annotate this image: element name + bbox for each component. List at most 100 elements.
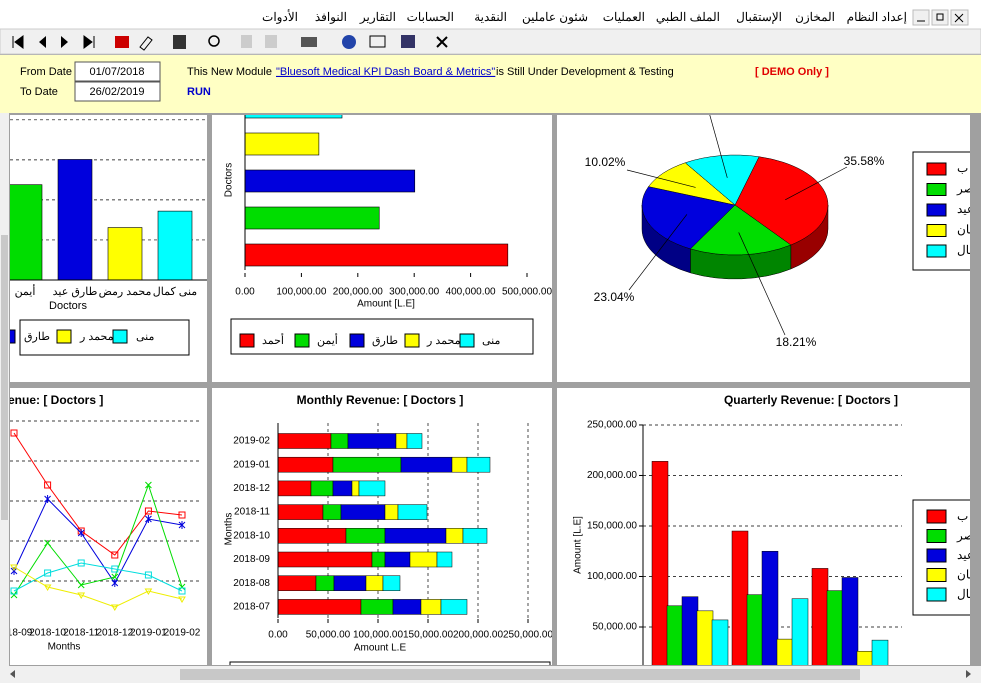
menu-item[interactable]: الملف الطبي — [656, 10, 720, 24]
bar — [826, 590, 844, 665]
y-tick-label: 2018-10 — [233, 530, 270, 541]
bar-segment — [351, 480, 360, 497]
legend-label: طارق — [372, 335, 398, 347]
print-button[interactable] — [301, 37, 317, 47]
x-tick-label: 2018-11 — [63, 628, 99, 639]
scroll-thumb[interactable] — [180, 669, 860, 680]
marker — [77, 529, 85, 537]
icon — [936, 13, 944, 21]
exit-button[interactable] — [115, 36, 129, 48]
menu-item[interactable]: شئون عاملين — [522, 10, 588, 24]
menu-item[interactable]: إعداد النظام — [847, 10, 907, 25]
bar — [731, 530, 749, 665]
x-axis-title: Amount L.E — [354, 643, 407, 654]
menu-item[interactable]: الأدوات — [262, 9, 298, 24]
help-button[interactable] — [342, 35, 356, 49]
restore-button[interactable] — [931, 9, 949, 26]
marker — [178, 511, 186, 519]
scroll-thumb[interactable] — [1, 235, 8, 520]
menu-item[interactable]: الإستقبال — [736, 10, 782, 25]
menu-item[interactable]: النوافذ — [315, 10, 347, 24]
run-button[interactable]: RUN — [187, 86, 211, 98]
legend-label: صر — [956, 529, 974, 543]
bar-segment — [332, 456, 402, 473]
save-button[interactable] — [173, 35, 186, 49]
erase-button[interactable] — [139, 36, 153, 51]
bar-segment — [277, 551, 373, 568]
marker — [178, 587, 186, 595]
marker — [44, 481, 52, 489]
window-button[interactable] — [369, 35, 386, 48]
bar-segment — [322, 504, 342, 520]
pie-slice — [734, 156, 829, 246]
marker — [111, 551, 119, 559]
marker — [110, 604, 119, 611]
chart-title: enue: [ Doctors ] — [8, 393, 103, 407]
bar-segment — [384, 528, 447, 544]
bar — [761, 550, 779, 665]
legend-label: عيد — [957, 202, 974, 216]
legend — [229, 661, 551, 665]
from-date-input[interactable] — [74, 61, 161, 82]
leader-line — [709, 115, 728, 178]
x-tick-label: 150,000.00 — [403, 630, 453, 641]
marker — [144, 507, 152, 515]
menu-item[interactable]: المخازن — [795, 10, 835, 24]
previous-button[interactable] — [39, 36, 46, 48]
line-series — [13, 566, 183, 608]
x-tick-label: 200,000.00 — [333, 287, 383, 298]
search-button[interactable] — [208, 35, 220, 47]
bar-segment — [384, 504, 399, 520]
first-record-button[interactable] — [12, 35, 24, 49]
y-tick-label: 2018-09 — [233, 554, 270, 565]
bar-segment — [315, 575, 335, 591]
x-axis-title: Amount [L.E] — [357, 299, 415, 310]
marker — [111, 565, 119, 573]
x-tick-label: 300,000.00 — [389, 287, 439, 298]
bar-segment — [392, 599, 422, 615]
bar-segment — [409, 551, 438, 568]
minimize-button[interactable] — [912, 9, 930, 26]
next-button[interactable] — [61, 36, 68, 48]
menu-item[interactable]: التقارير — [359, 10, 396, 24]
marker — [10, 591, 18, 599]
x-tick-label: 2019-02 — [164, 628, 201, 639]
panel-bg — [212, 388, 552, 665]
x-tick-label: محمد رمض — [99, 286, 152, 298]
paste-button[interactable] — [265, 35, 277, 48]
panel: enue: [ Doctors ]2018-092018-102018-1120… — [0, 388, 207, 665]
x-tick-label: 2018-09 — [0, 628, 33, 639]
marker — [145, 515, 152, 523]
last-record-button[interactable] — [83, 35, 95, 49]
bar — [651, 461, 669, 665]
bar — [107, 227, 143, 281]
bar — [10, 184, 43, 281]
panel: 0.00 100,000.00 200,000.00 300,000.00 400,00… — [212, 115, 552, 382]
y-tick-label: 2018-12 — [233, 483, 270, 494]
bar-segment — [400, 456, 453, 473]
bar-segment — [277, 599, 362, 615]
line-series — [13, 432, 183, 556]
legend-label: مال — [957, 587, 976, 601]
copy-button[interactable] — [241, 35, 252, 48]
y-axis-title: Months — [224, 513, 235, 546]
y-tick-label: 2019-01 — [233, 459, 270, 470]
notice: is Still Under Development & Testing — [496, 66, 674, 78]
data-label: 35.58% — [844, 154, 885, 168]
menu-item[interactable]: العمليات — [603, 10, 645, 24]
module-link[interactable]: "Bluesoft Medical KPI Dash Board & Metri… — [276, 66, 495, 78]
x-tick-label: طارق عيد — [53, 286, 98, 298]
bar-segment — [332, 480, 353, 497]
menu-item[interactable]: الحسابات — [407, 10, 454, 24]
bar — [244, 115, 343, 119]
cancel-button[interactable] — [436, 36, 448, 48]
bar-segment — [347, 433, 397, 449]
legend-swatch — [926, 224, 947, 237]
legend-swatch — [926, 162, 947, 176]
bar-segment — [420, 599, 442, 615]
menu-item[interactable]: النقدية — [474, 10, 507, 24]
y-axis-title: Amount [L.E] — [573, 516, 584, 574]
to-date-input[interactable] — [74, 81, 161, 102]
calc-button[interactable] — [401, 35, 415, 48]
